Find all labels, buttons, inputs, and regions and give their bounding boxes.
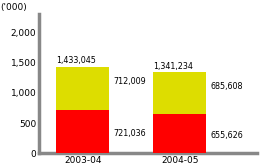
Text: 1,341,234: 1,341,234	[153, 62, 193, 71]
Bar	[56, 67, 109, 110]
Bar	[56, 110, 109, 153]
Bar	[153, 72, 206, 114]
Bar	[153, 114, 206, 153]
Text: 721,036: 721,036	[113, 129, 146, 138]
Text: ('000): ('000)	[0, 3, 27, 12]
Text: 685,608: 685,608	[210, 82, 243, 91]
Text: 1,433,045: 1,433,045	[56, 56, 96, 65]
Text: 712,009: 712,009	[113, 77, 146, 86]
Text: 655,626: 655,626	[210, 131, 243, 140]
